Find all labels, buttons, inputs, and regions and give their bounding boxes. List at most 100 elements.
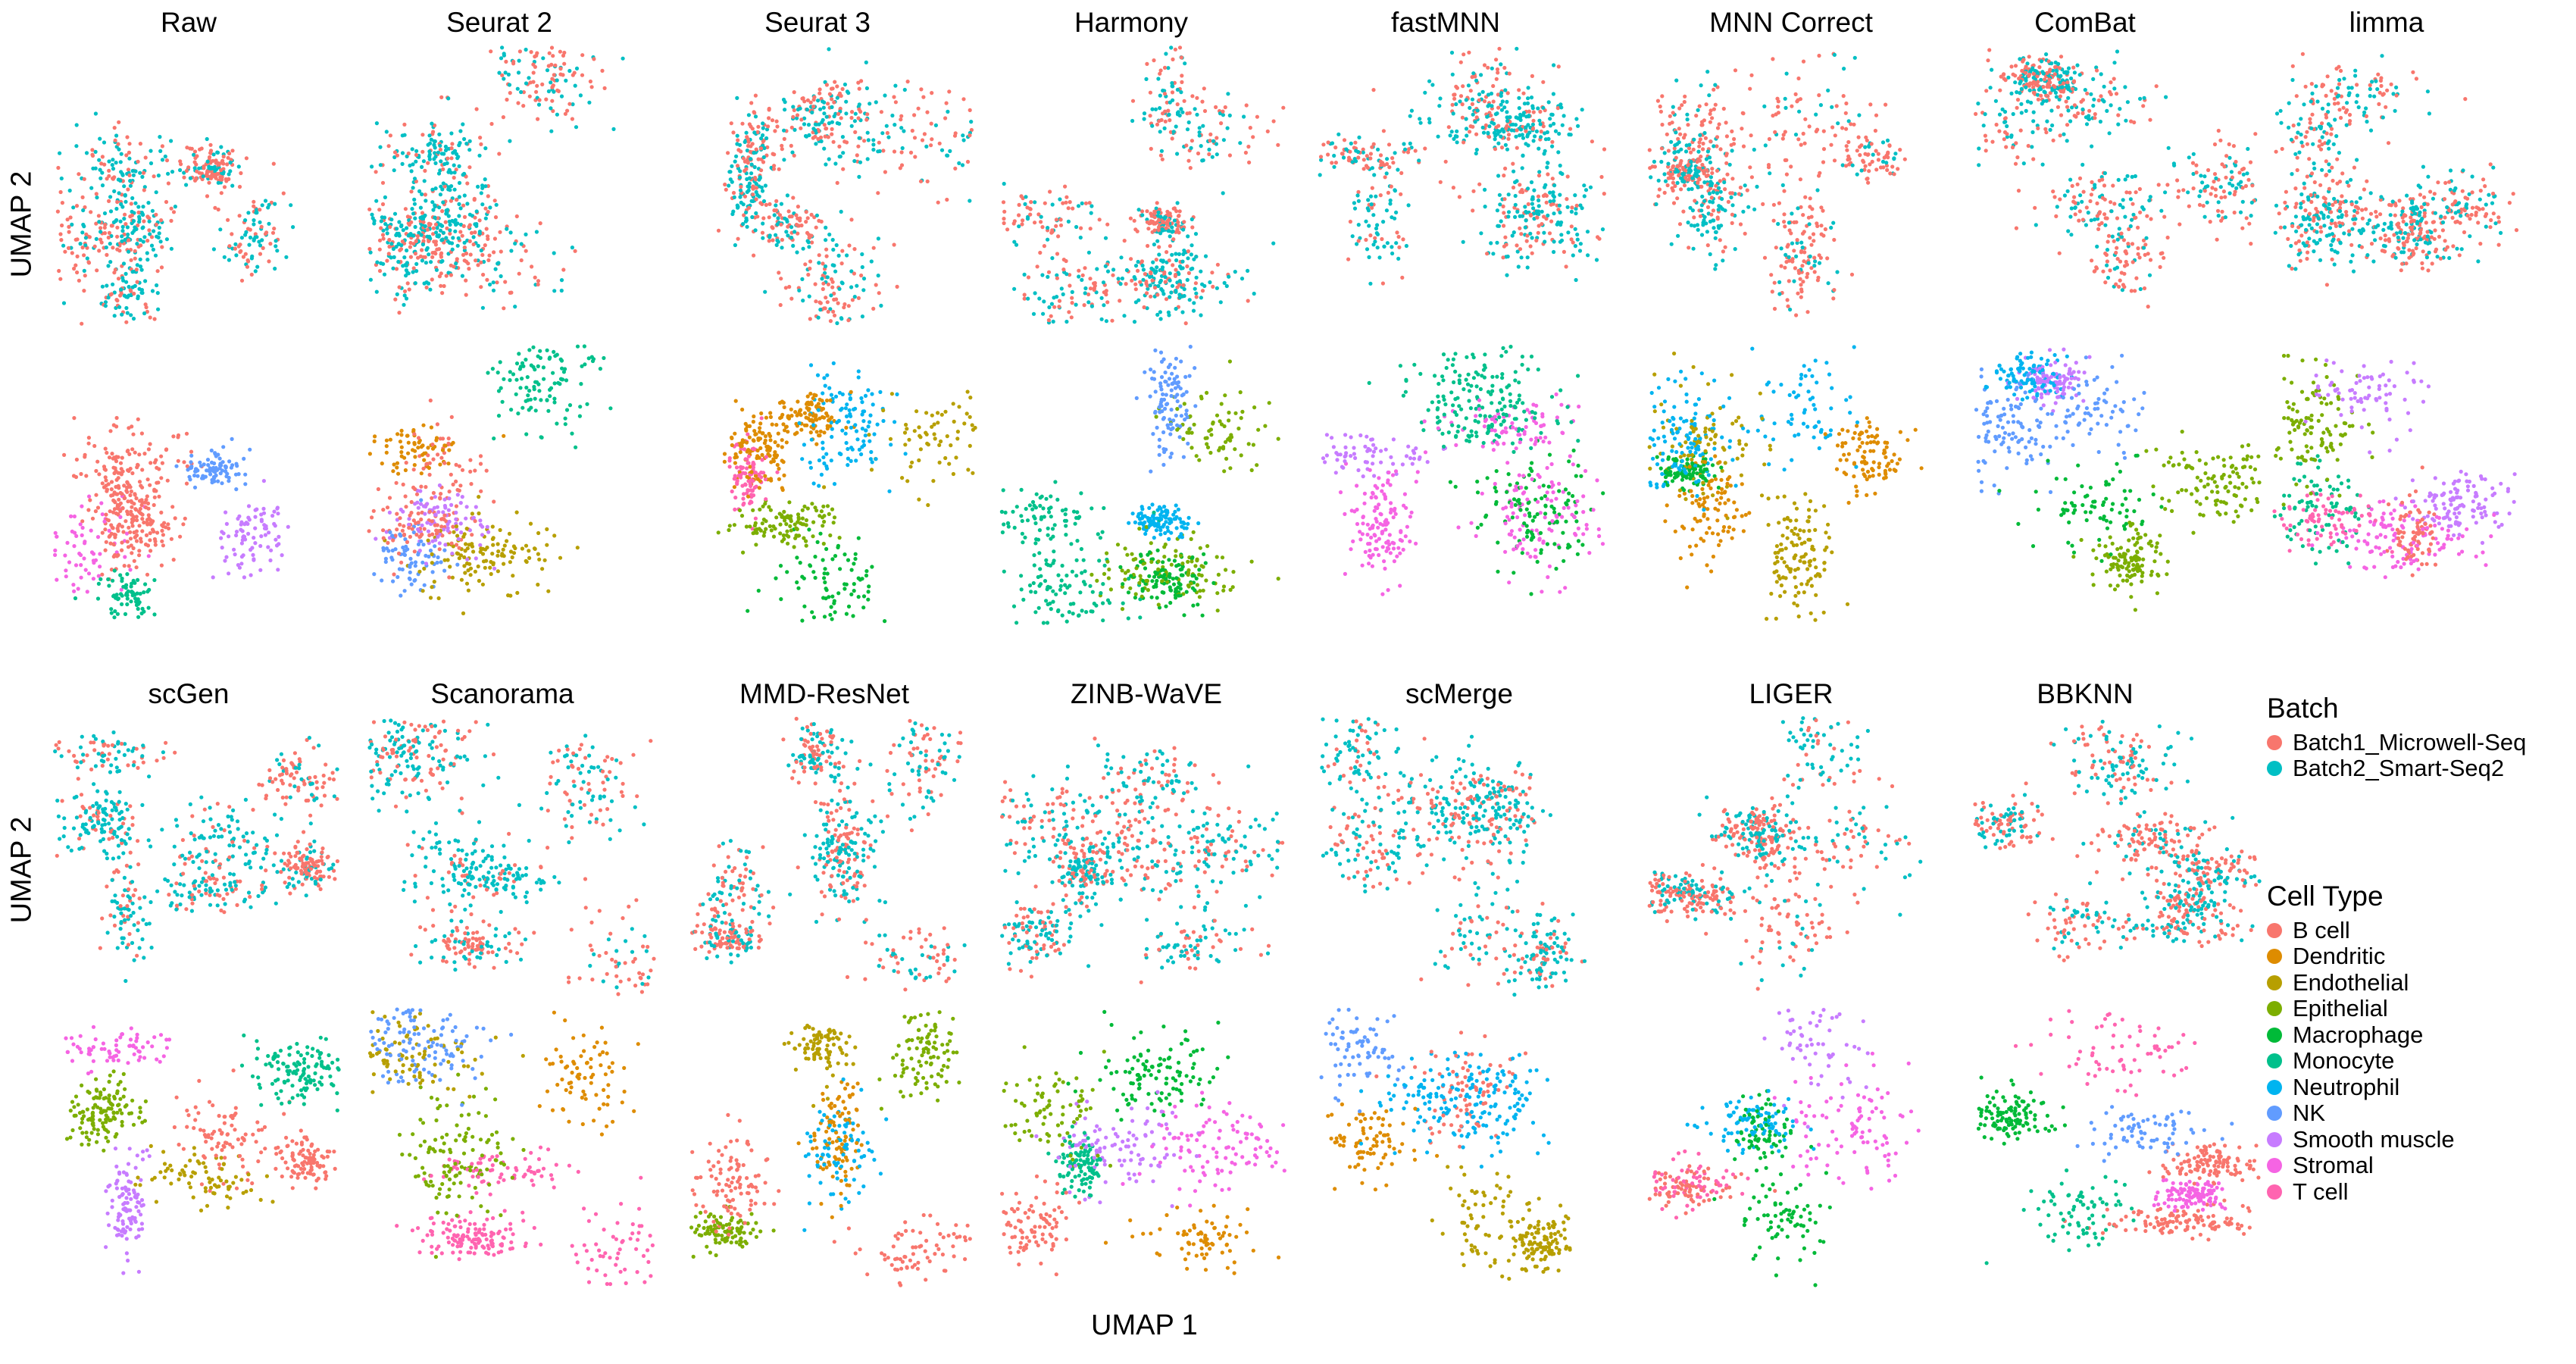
umap-point — [819, 139, 824, 144]
umap-point — [747, 185, 752, 189]
umap-point — [821, 558, 825, 562]
umap-point — [964, 411, 969, 416]
umap-point — [433, 495, 437, 499]
umap-point — [823, 264, 828, 269]
umap-point — [1251, 135, 1255, 139]
umap-point — [387, 237, 392, 242]
umap-point — [439, 283, 443, 288]
umap-point — [496, 414, 502, 418]
umap-point — [409, 220, 414, 224]
umap-point — [92, 244, 97, 249]
umap-point — [114, 554, 120, 558]
umap-point — [739, 466, 744, 471]
umap-point — [851, 614, 855, 618]
umap-point — [122, 496, 127, 501]
umap-point — [539, 398, 543, 402]
umap-point — [1170, 283, 1175, 288]
umap-point — [440, 237, 445, 242]
umap-point — [97, 472, 102, 477]
umap-point — [179, 162, 183, 167]
umap-point — [533, 408, 538, 413]
umap-point — [1132, 218, 1136, 223]
umap-point — [1162, 272, 1167, 277]
umap-point — [779, 277, 783, 281]
umap-point — [383, 195, 387, 199]
umap-point — [417, 189, 422, 193]
umap-point — [402, 589, 407, 593]
umap-point — [483, 565, 487, 570]
umap-point — [1171, 57, 1175, 61]
umap-point — [184, 481, 189, 486]
umap-point — [804, 415, 808, 420]
umap-point — [809, 212, 814, 217]
umap-point — [74, 533, 79, 538]
umap-point — [80, 533, 84, 537]
umap-point — [152, 229, 156, 233]
umap-point — [408, 534, 412, 539]
umap-point — [247, 242, 252, 247]
umap-point — [872, 432, 877, 436]
umap-point — [134, 496, 139, 501]
umap-point — [793, 536, 798, 540]
umap-point — [733, 431, 737, 436]
umap-point — [462, 555, 467, 559]
umap-point — [929, 143, 933, 148]
umap-point — [188, 146, 192, 151]
umap-point — [406, 451, 411, 455]
umap-point — [1142, 111, 1147, 116]
umap-point — [100, 530, 105, 535]
umap-point — [123, 237, 127, 242]
umap-point — [731, 190, 736, 196]
umap-point — [1167, 113, 1171, 117]
umap-point — [1152, 584, 1156, 590]
umap-point — [761, 216, 766, 221]
umap-point — [1227, 274, 1231, 279]
umap-point — [1046, 533, 1050, 537]
umap-point — [415, 500, 420, 505]
umap-point — [761, 121, 765, 126]
umap-point — [824, 296, 828, 300]
umap-point — [385, 227, 389, 231]
umap-point — [774, 453, 780, 458]
umap-point — [150, 208, 155, 213]
umap-point — [741, 496, 746, 501]
umap-point — [113, 267, 117, 272]
umap-point — [830, 594, 835, 599]
umap-point — [142, 235, 147, 239]
y-axis-title-top: UMAP 2 — [5, 170, 38, 278]
umap-point — [439, 517, 444, 521]
umap-point — [130, 270, 135, 274]
umap-point — [1217, 448, 1221, 452]
umap-point — [112, 189, 117, 193]
umap-point — [130, 168, 135, 174]
umap-point — [130, 285, 135, 289]
umap-point — [751, 465, 755, 470]
umap-point — [508, 378, 512, 383]
umap-point — [82, 556, 86, 561]
umap-point — [178, 534, 183, 539]
umap-point — [746, 432, 750, 436]
umap-point — [767, 239, 771, 243]
umap-point — [379, 219, 383, 224]
umap-point — [496, 389, 502, 393]
umap-point — [786, 534, 791, 539]
umap-point — [748, 478, 752, 483]
umap-point — [427, 554, 431, 559]
umap-point — [259, 534, 264, 539]
umap-point — [452, 530, 456, 534]
umap-point — [240, 529, 245, 533]
umap-point — [809, 437, 814, 442]
umap-point — [1149, 214, 1154, 218]
umap-point — [1204, 578, 1208, 583]
umap-point — [405, 248, 409, 253]
umap-point — [119, 287, 123, 292]
umap-point — [261, 246, 265, 250]
umap-point — [1199, 573, 1204, 578]
umap-point — [120, 579, 124, 583]
umap-point — [888, 436, 893, 441]
umap-point — [1154, 269, 1158, 274]
umap-point — [85, 590, 89, 594]
umap-point — [478, 518, 483, 523]
umap-point — [1041, 506, 1046, 511]
umap-point — [1176, 214, 1181, 218]
